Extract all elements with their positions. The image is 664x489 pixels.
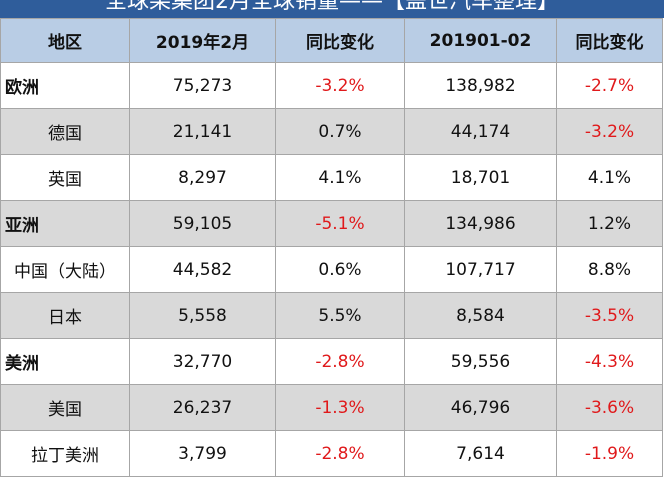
cell-feb: 21,141 bbox=[129, 108, 276, 155]
cell-feb: 26,237 bbox=[129, 384, 276, 431]
cell-region: 英国 bbox=[0, 154, 130, 201]
cell-ytd: 7,614 bbox=[404, 430, 557, 477]
cell-ytd-yoy: -1.9% bbox=[556, 430, 663, 477]
cell-ytd-yoy: -4.3% bbox=[556, 338, 663, 385]
header-feb: 2019年2月 bbox=[129, 18, 276, 63]
cell-ytd: 134,986 bbox=[404, 200, 557, 247]
cell-feb-yoy: -2.8% bbox=[275, 430, 405, 477]
cell-region: 亚洲 bbox=[0, 200, 130, 247]
cell-feb: 75,273 bbox=[129, 62, 276, 109]
header-ytd: 201901-02 bbox=[404, 18, 557, 63]
cell-ytd-yoy: -2.7% bbox=[556, 62, 663, 109]
cell-region: 德国 bbox=[0, 108, 130, 155]
table-row: 中国（大陆） 44,582 0.6% 107,717 8.8% bbox=[0, 246, 663, 293]
cell-ytd-yoy: -3.2% bbox=[556, 108, 663, 155]
cell-ytd-yoy: -3.5% bbox=[556, 292, 663, 339]
cell-feb: 32,770 bbox=[129, 338, 276, 385]
cell-ytd: 138,982 bbox=[404, 62, 557, 109]
cell-feb-yoy: -3.2% bbox=[275, 62, 405, 109]
cell-ytd-yoy: 8.8% bbox=[556, 246, 663, 293]
cell-feb: 8,297 bbox=[129, 154, 276, 201]
cell-ytd: 44,174 bbox=[404, 108, 557, 155]
table-row: 欧洲 75,273 -3.2% 138,982 -2.7% bbox=[0, 62, 663, 109]
cell-region: 中国（大陆） bbox=[0, 246, 130, 293]
cell-ytd: 46,796 bbox=[404, 384, 557, 431]
cell-region: 欧洲 bbox=[0, 62, 130, 109]
cell-region: 美洲 bbox=[0, 338, 130, 385]
table-row: 德国 21,141 0.7% 44,174 -3.2% bbox=[0, 108, 663, 155]
cell-ytd: 18,701 bbox=[404, 154, 557, 201]
table-row: 拉丁美洲 3,799 -2.8% 7,614 -1.9% bbox=[0, 430, 663, 477]
cell-feb-yoy: 0.7% bbox=[275, 108, 405, 155]
cell-feb-yoy: -1.3% bbox=[275, 384, 405, 431]
cell-ytd: 107,717 bbox=[404, 246, 557, 293]
cell-ytd-yoy: -3.6% bbox=[556, 384, 663, 431]
cell-ytd-yoy: 1.2% bbox=[556, 200, 663, 247]
cell-feb: 5,558 bbox=[129, 292, 276, 339]
cell-feb-yoy: 0.6% bbox=[275, 246, 405, 293]
header-region: 地区 bbox=[0, 18, 130, 63]
header-feb-yoy: 同比变化 bbox=[275, 18, 405, 63]
header-row: 地区 2019年2月 同比变化 201901-02 同比变化 bbox=[0, 18, 663, 63]
cell-feb: 44,582 bbox=[129, 246, 276, 293]
table-row: 美国 26,237 -1.3% 46,796 -3.6% bbox=[0, 384, 663, 431]
cell-feb: 59,105 bbox=[129, 200, 276, 247]
cell-region: 美国 bbox=[0, 384, 130, 431]
cell-ytd: 59,556 bbox=[404, 338, 557, 385]
cell-feb: 3,799 bbox=[129, 430, 276, 477]
cell-region: 日本 bbox=[0, 292, 130, 339]
cell-feb-yoy: -2.8% bbox=[275, 338, 405, 385]
cell-feb-yoy: 5.5% bbox=[275, 292, 405, 339]
cell-feb-yoy: -5.1% bbox=[275, 200, 405, 247]
table-row: 美洲 32,770 -2.8% 59,556 -4.3% bbox=[0, 338, 663, 385]
table-row: 英国 8,297 4.1% 18,701 4.1% bbox=[0, 154, 663, 201]
cell-ytd: 8,584 bbox=[404, 292, 557, 339]
sales-table: 地区 2019年2月 同比变化 201901-02 同比变化 欧洲 75,273-… bbox=[0, 18, 663, 477]
cell-feb-yoy: 4.1% bbox=[275, 154, 405, 201]
table-title: 全球某集团2月全球销量——【盖世汽车整理】 bbox=[0, 0, 664, 18]
header-ytd-yoy: 同比变化 bbox=[556, 18, 663, 63]
cell-region: 拉丁美洲 bbox=[0, 430, 130, 477]
cell-ytd-yoy: 4.1% bbox=[556, 154, 663, 201]
table-row: 亚洲 59,105 -5.1% 134,986 1.2% bbox=[0, 200, 663, 247]
table-row: 日本 5,558 5.5% 8,584 -3.5% bbox=[0, 292, 663, 339]
